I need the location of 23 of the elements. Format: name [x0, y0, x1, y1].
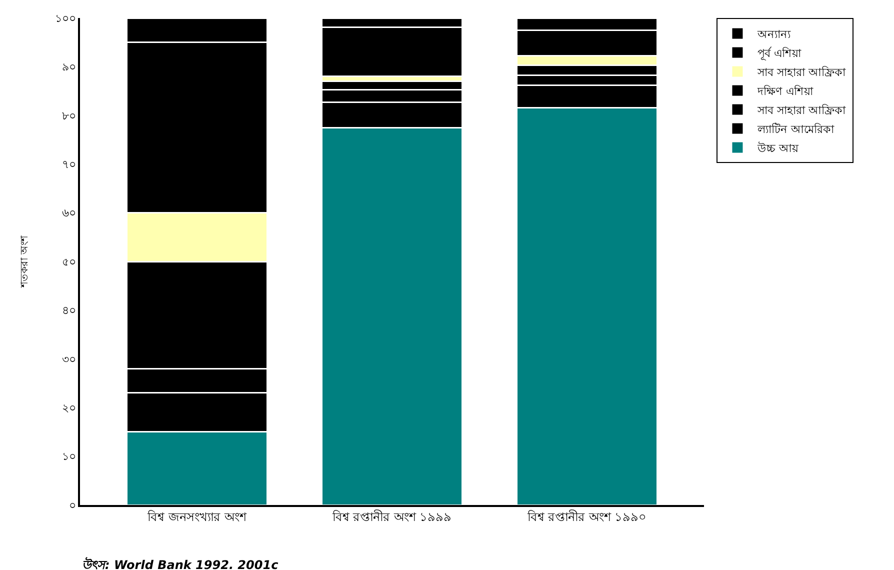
y-tick-label: ১০০: [55, 12, 76, 25]
y-tick-label: ৪০: [62, 304, 76, 318]
legend-label: ল্যাটিন আমেরিকা: [756, 122, 835, 136]
legend-label: দক্ষিণ এশিয়া: [756, 84, 814, 98]
legend-label: অন্যান্য: [756, 28, 792, 41]
y-tick-label: ৫০: [62, 255, 76, 268]
legend-label: উচ্চ আয়: [756, 142, 799, 155]
y-tick-label: ৮০: [62, 109, 76, 122]
y-tick-label: ৭০: [62, 158, 76, 171]
text: উৎস: World Bank 1992. 2001c: [82, 556, 278, 570]
legend-label: সাব সাহারা আফ্রিকা: [756, 104, 846, 117]
y-tick-label: ২০: [62, 401, 76, 414]
x-tick-label: বিশ্ব জনসংখ্যার অংশ: [146, 510, 248, 524]
legend-label: পূর্ব এশিয়া: [757, 46, 802, 60]
y-tick-label: ৯০: [62, 60, 76, 74]
y-axis-title: শতকরা অংশ: [20, 234, 31, 289]
x-tick-label: বিশ্ব রপ্তানীর অংশ ১৯৯০: [526, 510, 647, 524]
y-tick-label: ৩০: [62, 352, 76, 366]
y-tick-label: ০: [69, 498, 76, 512]
y-tick-label: ১০: [62, 450, 76, 464]
y-tick-label: ৬০: [62, 206, 76, 220]
x-tick-label: বিশ্ব রপ্তানীর অংশ ১৯৯৯: [331, 510, 452, 524]
legend-label: সাব সাহারা আফ্রিকা: [756, 66, 846, 79]
